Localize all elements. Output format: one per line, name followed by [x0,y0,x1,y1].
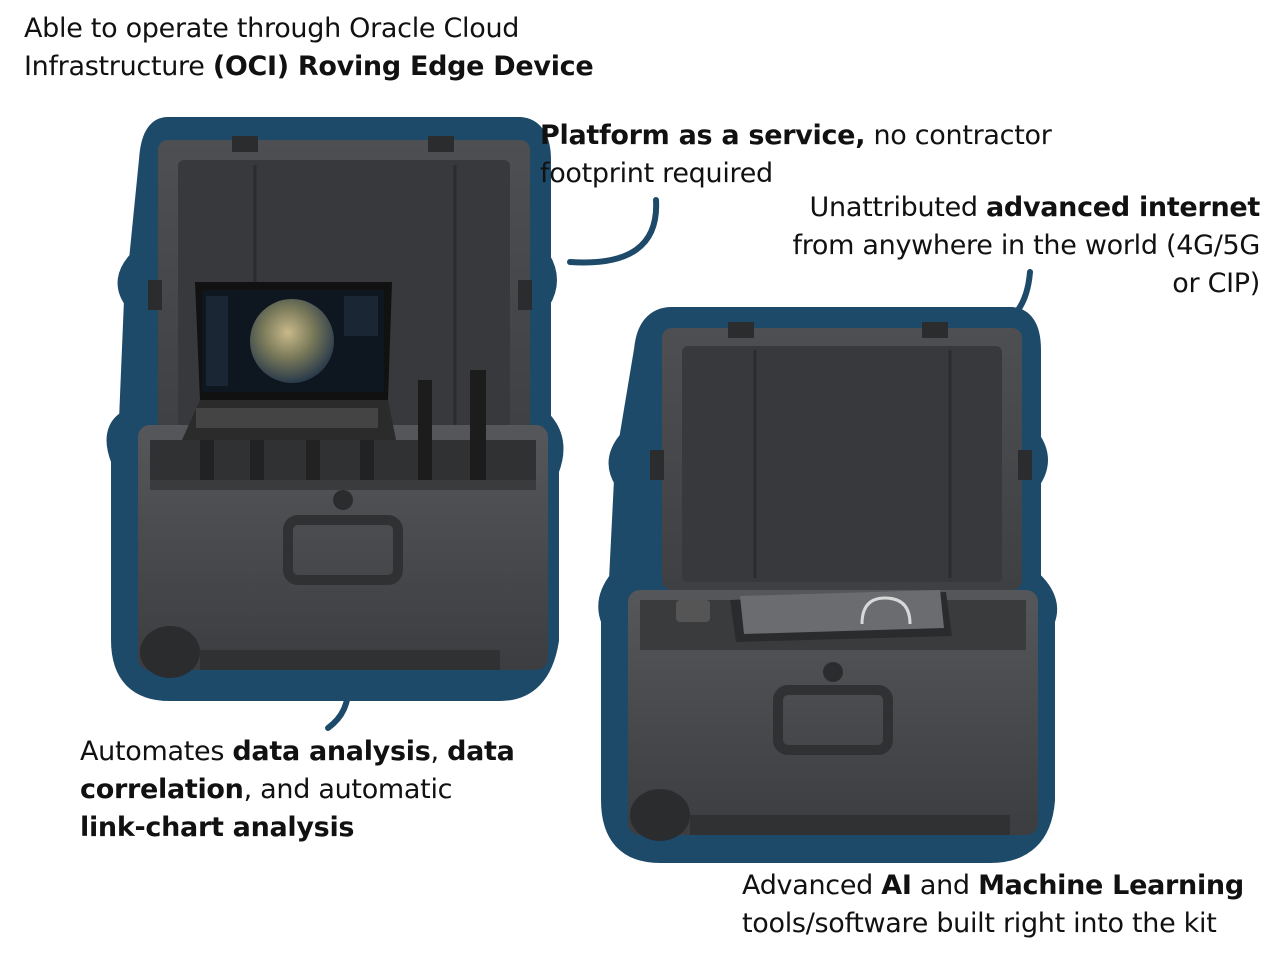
callout-analysis-bold1: data analysis [232,736,431,767]
callout-internet-line3: or CIP) [1172,268,1260,299]
laptop-with-globe-display [182,282,396,440]
callout-internet-line2: from anywhere in the world (4G/5G [792,230,1260,261]
connector-paas [567,197,660,266]
callout-oci: Able to operate through Oracle Cloud Inf… [24,10,594,86]
callout-internet-bold: advanced internet [986,192,1260,223]
callout-ai-plain1: Advanced [742,870,882,901]
callout-oci-bold: (OCI) Roving Edge Device [212,51,594,82]
callout-analysis-plain1: Automates [80,736,233,767]
connector-internet [1015,269,1033,313]
callout-ai-plain2: and [911,870,979,901]
callout-analysis-plain3: , and automatic [243,774,453,805]
callout-ai-bold2: Machine Learning [978,870,1244,901]
callout-paas-plain: no contractor [865,120,1052,151]
callout-analysis-bold3: correlation [80,774,244,805]
callout-paas: Platform as a service, no contractor foo… [540,117,1052,193]
callout-oci-line1: Able to operate through Oracle Cloud [24,13,520,44]
roving-edge-device [676,590,952,642]
callout-internet: Unattributed advanced internet from anyw… [792,189,1260,303]
callout-ai-line2: tools/software built right into the kit [742,908,1217,939]
callout-ai: Advanced AI and Machine Learning tools/s… [742,867,1244,943]
callout-paas-line2: footprint required [540,158,773,189]
callout-analysis: Automates data analysis, data correlatio… [80,733,515,847]
callout-paas-bold: Platform as a service, [540,120,866,151]
callout-analysis-bold4: link-chart analysis [80,812,355,843]
callout-oci-plain: Infrastructure [24,51,213,82]
left-case-with-laptop [106,117,564,701]
right-case-with-edge-device [598,307,1058,863]
connector-analysis [325,681,352,731]
callout-internet-plain: Unattributed [809,192,987,223]
callout-analysis-bold2: data [447,736,515,767]
callout-analysis-plain2: , [430,736,448,767]
callout-ai-bold1: AI [881,870,912,901]
